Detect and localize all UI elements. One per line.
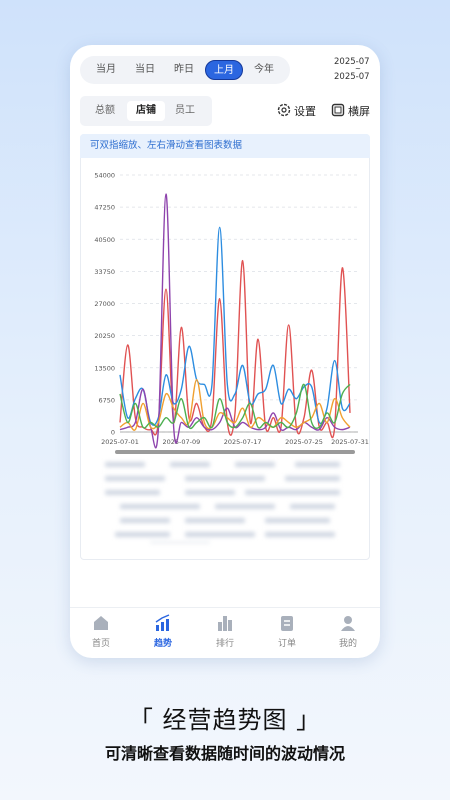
landscape[interactable]: 横屏 xyxy=(348,105,370,118)
tab[interactable]: 今年 xyxy=(254,64,274,75)
nav-icon-order[interactable] xyxy=(278,614,296,632)
tab[interactable]: 当月 xyxy=(96,64,116,75)
rotate-icon[interactable] xyxy=(331,103,345,117)
series-line xyxy=(119,383,351,430)
nav-item[interactable]: 订单 xyxy=(277,639,296,649)
y-tick-label: 20250 xyxy=(94,332,115,340)
nav-item[interactable]: 我的 xyxy=(338,639,357,649)
y-tick-label: 6750 xyxy=(98,396,115,404)
tab[interactable]: 昨日 xyxy=(174,64,194,75)
nav-item[interactable]: 排行 xyxy=(215,639,234,649)
nav-item[interactable]: 首页 xyxy=(91,639,110,649)
tab[interactable]: 当日 xyxy=(135,64,155,75)
x-tick-label: 2025-07-17 xyxy=(224,438,262,446)
series-line xyxy=(119,259,351,439)
y-tick-label: 54000 xyxy=(94,172,115,180)
x-tick-label: 2025-07-25 xyxy=(285,438,323,446)
hint: 可双指缩放、左右滑动查看图表数据 xyxy=(80,134,370,158)
period-tabs xyxy=(80,56,290,84)
settings[interactable]: 设置 xyxy=(294,105,316,118)
nav-divider xyxy=(70,607,380,608)
nav-icon-rank[interactable] xyxy=(216,614,234,632)
date-separator: ~ xyxy=(355,65,361,73)
nav-icon-trend[interactable] xyxy=(154,614,172,632)
x-tick-label: 2025-07-31 xyxy=(331,438,369,446)
date-start[interactable]: 2025-07 xyxy=(334,57,370,67)
tab-active[interactable]: 上月 xyxy=(205,60,243,80)
sub-tab[interactable]: 总额 xyxy=(95,105,115,116)
chart: 0 6750 13500 20250 27000 33750 40500 47250 54000… xyxy=(94,172,369,454)
nav-icon-me[interactable] xyxy=(339,614,357,632)
subtitle: 可清晰查看数据随时间的波动情况 xyxy=(104,744,345,763)
y-tick-label: 47250 xyxy=(94,204,115,212)
scrollbar xyxy=(115,450,355,454)
y-tick-label: 27000 xyxy=(94,300,115,308)
date-end[interactable]: 2025-07 xyxy=(334,72,370,82)
sub-tab-active[interactable]: 店铺 xyxy=(127,101,165,121)
x-tick-label: 2025-07-01 xyxy=(101,438,139,446)
nav-item-active[interactable]: 趋势 xyxy=(153,639,172,649)
y-tick-label: 0 xyxy=(111,429,115,437)
sub-tab[interactable]: 员工 xyxy=(175,105,195,116)
y-tick-label: 40500 xyxy=(94,236,115,244)
series-line xyxy=(119,378,351,431)
headline: 「 经营趋势图 」 xyxy=(128,706,322,734)
x-tick-label: 2025-07-09 xyxy=(162,438,200,446)
y-tick-label: 13500 xyxy=(94,364,115,372)
legend-blurred xyxy=(105,462,340,543)
settings-icon[interactable] xyxy=(277,103,291,117)
y-tick-label: 33750 xyxy=(94,268,115,276)
nav-icon-home[interactable] xyxy=(92,614,110,632)
